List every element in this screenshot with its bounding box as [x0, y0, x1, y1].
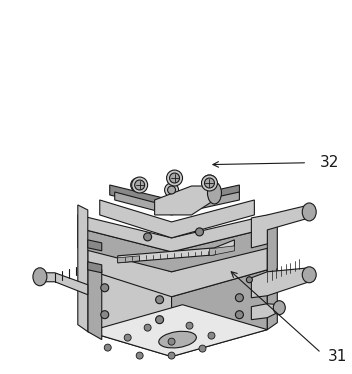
- Circle shape: [166, 170, 183, 186]
- Circle shape: [136, 352, 143, 359]
- Ellipse shape: [159, 331, 196, 348]
- Circle shape: [104, 344, 111, 351]
- Circle shape: [132, 177, 147, 193]
- Circle shape: [135, 180, 145, 190]
- Polygon shape: [40, 273, 88, 295]
- Polygon shape: [88, 270, 171, 356]
- Circle shape: [208, 332, 215, 339]
- Circle shape: [235, 294, 243, 302]
- Polygon shape: [171, 270, 267, 356]
- Text: 32: 32: [320, 155, 339, 170]
- Circle shape: [186, 322, 193, 329]
- Circle shape: [156, 316, 164, 324]
- Circle shape: [131, 178, 145, 192]
- Polygon shape: [88, 262, 102, 340]
- Polygon shape: [209, 246, 234, 256]
- Ellipse shape: [33, 268, 47, 286]
- Circle shape: [124, 334, 131, 341]
- Circle shape: [206, 178, 213, 186]
- Polygon shape: [118, 240, 234, 263]
- Ellipse shape: [302, 203, 316, 221]
- Circle shape: [134, 181, 142, 189]
- Polygon shape: [88, 245, 267, 297]
- Polygon shape: [78, 215, 269, 252]
- Circle shape: [195, 228, 203, 236]
- Ellipse shape: [207, 182, 221, 204]
- Circle shape: [101, 311, 109, 319]
- Circle shape: [101, 284, 109, 292]
- Polygon shape: [88, 305, 267, 356]
- Polygon shape: [251, 268, 309, 298]
- Circle shape: [199, 345, 206, 352]
- Ellipse shape: [302, 267, 316, 283]
- Polygon shape: [115, 192, 239, 215]
- Polygon shape: [100, 200, 254, 238]
- Polygon shape: [88, 262, 102, 273]
- Circle shape: [235, 311, 243, 319]
- Circle shape: [168, 352, 175, 359]
- Polygon shape: [251, 304, 279, 320]
- Circle shape: [201, 175, 218, 191]
- Polygon shape: [251, 205, 309, 248]
- Polygon shape: [110, 185, 239, 210]
- Polygon shape: [155, 186, 214, 215]
- Ellipse shape: [273, 301, 285, 315]
- Circle shape: [168, 186, 176, 194]
- Circle shape: [170, 173, 180, 183]
- Circle shape: [144, 324, 151, 331]
- Circle shape: [205, 178, 214, 188]
- Circle shape: [246, 277, 252, 283]
- Circle shape: [168, 338, 175, 345]
- Circle shape: [144, 233, 152, 241]
- Text: 31: 31: [328, 349, 348, 364]
- Polygon shape: [78, 205, 88, 332]
- Polygon shape: [88, 240, 102, 251]
- Polygon shape: [78, 228, 269, 272]
- Circle shape: [165, 183, 178, 197]
- Polygon shape: [118, 256, 140, 263]
- Circle shape: [202, 175, 216, 189]
- Circle shape: [156, 296, 164, 304]
- Polygon shape: [267, 215, 277, 329]
